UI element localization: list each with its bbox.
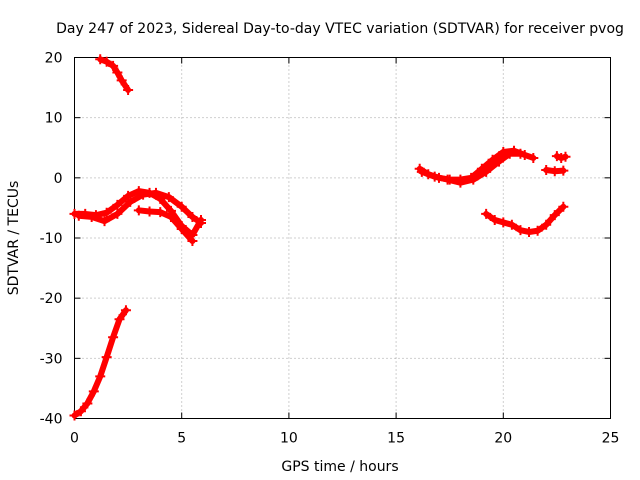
data-point — [558, 201, 569, 212]
data-point — [532, 225, 543, 236]
data-point — [468, 174, 479, 185]
grid — [74, 57, 611, 419]
series-arc-morning-c — [133, 205, 198, 247]
data-point — [133, 205, 144, 216]
data-point — [69, 410, 80, 421]
data-point — [549, 166, 560, 177]
data-point — [481, 166, 492, 177]
x-tick-label: 5 — [177, 431, 186, 447]
data-point — [549, 210, 560, 221]
y-tick-label: -10 — [40, 231, 63, 247]
x-tick-label: 15 — [387, 431, 405, 447]
data-point — [494, 156, 505, 167]
data-point — [120, 305, 131, 316]
y-tick-label: -40 — [40, 412, 63, 428]
data-point — [95, 54, 106, 65]
data-point — [82, 398, 93, 409]
series-arc-evening-c — [541, 165, 569, 177]
data-point — [155, 207, 166, 218]
data-point — [125, 196, 136, 207]
y-tick-label: 10 — [45, 111, 63, 127]
series-band — [71, 307, 129, 419]
data-point — [515, 225, 526, 236]
data-point — [75, 406, 86, 417]
series-band — [418, 150, 524, 186]
data-point — [163, 192, 174, 203]
data-point — [558, 165, 569, 176]
data-point — [429, 171, 440, 182]
x-tick-label: 25 — [602, 431, 620, 447]
x-axis-label: GPS time / hours — [281, 459, 398, 475]
data-point — [187, 211, 198, 222]
data-point — [506, 219, 517, 230]
data-point — [528, 152, 539, 163]
series-arc-morning-b — [73, 187, 206, 228]
x-tick-label: 0 — [70, 431, 79, 447]
data-point — [108, 60, 119, 71]
data-point — [114, 314, 125, 325]
x-tick-label: 20 — [494, 431, 512, 447]
x-tick-label: 10 — [280, 431, 298, 447]
data-point — [541, 165, 552, 176]
y-tick-label: -20 — [40, 291, 63, 307]
data-point — [176, 201, 187, 212]
data-point — [541, 219, 552, 230]
data-point — [112, 199, 123, 210]
data-point — [144, 206, 155, 217]
chart-title: Day 247 of 2023, Sidereal Day-to-day VTE… — [56, 21, 624, 37]
data-point — [101, 352, 112, 363]
y-tick-label: 0 — [54, 171, 63, 187]
series-band — [97, 56, 132, 93]
data-point — [187, 236, 198, 247]
series-arc-evening-b — [416, 148, 526, 188]
data-point — [73, 210, 84, 221]
data-point — [455, 177, 466, 188]
data-point — [88, 386, 99, 397]
y-axis-label: SDTVAR / TECUs — [6, 181, 22, 296]
data-point — [498, 217, 509, 228]
data-point — [481, 208, 492, 219]
y-tick-label: 20 — [45, 51, 63, 67]
axis-ticks: 0 5 10 15 20 25 -40 -30 -20 -10 0 10 20 — [40, 51, 620, 447]
data-point — [138, 189, 149, 200]
y-tick-label: -30 — [40, 351, 63, 367]
series-arc-top — [95, 54, 134, 95]
data-series — [69, 54, 571, 421]
data-point — [112, 208, 123, 219]
series-arc-evening-d — [551, 151, 571, 163]
data-point — [195, 217, 206, 228]
data-point — [176, 223, 187, 234]
data-point — [489, 214, 500, 225]
data-point — [165, 211, 176, 222]
data-point — [560, 151, 571, 162]
data-point — [112, 67, 123, 78]
data-point — [515, 148, 526, 159]
data-point — [101, 56, 112, 67]
data-point — [524, 226, 535, 237]
data-point — [86, 211, 97, 222]
data-point — [116, 75, 127, 86]
data-point — [416, 166, 427, 177]
data-point — [101, 207, 112, 218]
data-point — [95, 371, 106, 382]
data-point — [99, 216, 110, 227]
data-point — [442, 174, 453, 185]
data-point — [150, 187, 161, 198]
data-point — [123, 190, 134, 201]
data-point — [123, 84, 134, 95]
data-point — [108, 332, 119, 343]
data-point — [504, 148, 515, 159]
series-arc-night — [481, 201, 569, 237]
series-arc-bottom — [69, 305, 131, 421]
